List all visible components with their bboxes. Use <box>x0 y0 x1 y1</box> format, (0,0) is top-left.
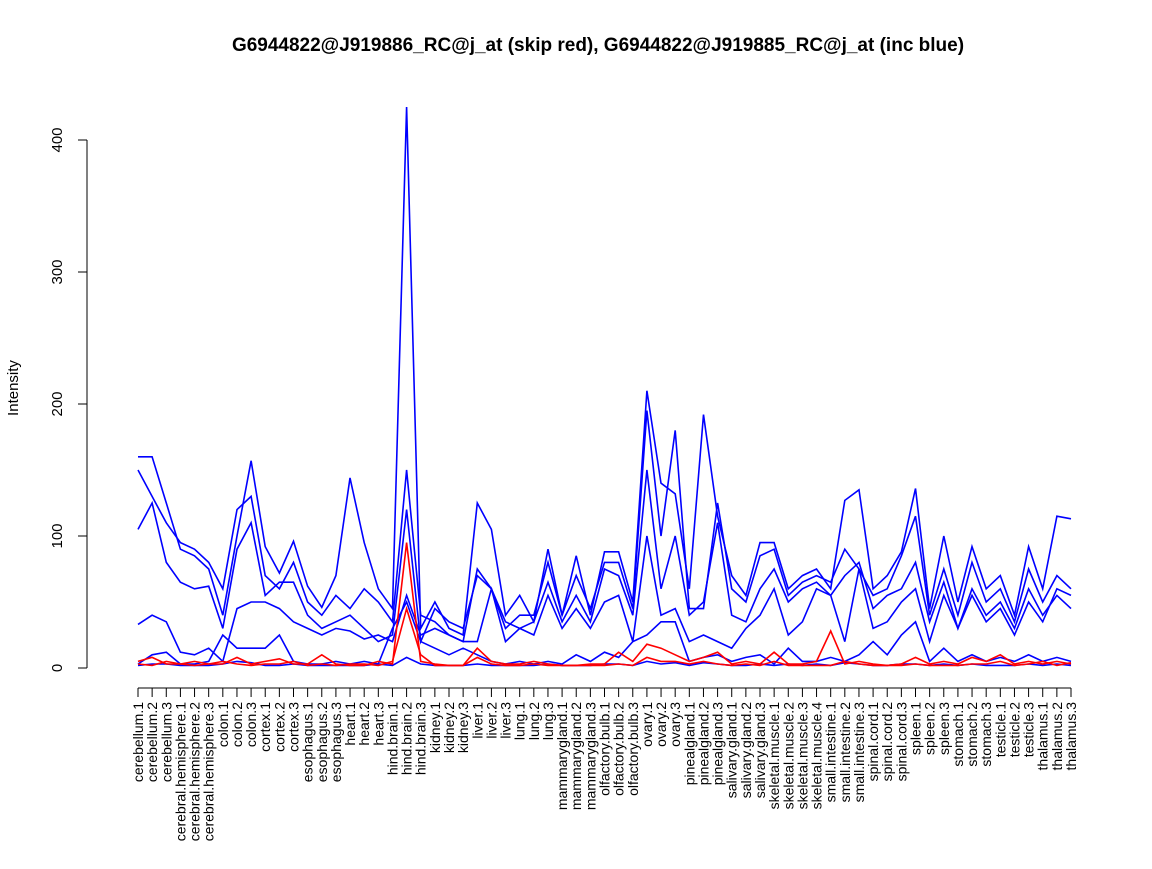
x-tick-label: ovary.2 <box>653 702 669 747</box>
series-line-skip-2 <box>137 605 1072 667</box>
x-tick-label: stomach.1 <box>950 702 966 767</box>
x-tick-label: ovary.3 <box>667 702 683 747</box>
x-tick-label: liver.1 <box>469 702 485 739</box>
x-tick-label: stomach.2 <box>964 702 980 767</box>
x-tick-label: spinal.cord.3 <box>893 702 909 782</box>
x-tick-label: colon.2 <box>229 702 245 747</box>
series-line-inc-2 <box>137 410 1072 643</box>
x-tick-label: hind.brain.3 <box>413 702 429 775</box>
x-tick-label: cerebellum.3 <box>158 702 174 782</box>
x-tick-label: olfactory.bulb.1 <box>597 702 613 796</box>
x-tick-label: small.intestine.1 <box>823 702 839 803</box>
x-tick-label: cerebellum.2 <box>144 702 160 782</box>
x-tick-label: spleen.3 <box>936 702 952 755</box>
x-tick-label: small.intestine.3 <box>851 702 867 803</box>
x-tick-label: salivary.gland.3 <box>752 702 768 798</box>
x-tick-label: mammarygland.2 <box>568 702 584 810</box>
x-tick-label: olfactory.bulb.3 <box>625 702 641 796</box>
x-tick-label: salivary.gland.2 <box>738 702 754 798</box>
x-tick-label: lung.1 <box>512 702 528 740</box>
x-tick-label: skeletal.muscle.2 <box>780 702 796 810</box>
x-tick-label: pinealgland.2 <box>695 702 711 786</box>
x-tick-label: heart.2 <box>356 702 372 746</box>
series-line-skip-1 <box>137 542 1072 667</box>
x-tick-label: kidney.2 <box>441 702 457 753</box>
y-tick-label: 100 <box>49 523 66 548</box>
x-tick-label: kidney.1 <box>427 702 443 753</box>
series-line-inc-3 <box>137 469 1072 645</box>
x-tick-label: spleen.1 <box>908 702 924 755</box>
x-axis: cerebellum.1cerebellum.2cerebellum.3cere… <box>130 687 1079 842</box>
x-tick-label: olfactory.bulb.2 <box>611 702 627 796</box>
x-tick-label: hind.brain.2 <box>399 702 415 775</box>
x-tick-label: thalamus.3 <box>1063 702 1079 771</box>
x-tick-label: liver.2 <box>483 702 499 739</box>
x-tick-label: cortex.1 <box>257 702 273 752</box>
x-tick-label: spinal.cord.2 <box>879 702 895 782</box>
x-tick-label: mammarygland.1 <box>554 702 570 810</box>
x-tick-label: spinal.cord.1 <box>865 702 881 782</box>
y-tick-label: 0 <box>49 664 66 672</box>
x-tick-label: skeletal.muscle.3 <box>794 702 810 810</box>
y-axis-label: Intensity <box>5 360 22 416</box>
x-tick-label: pinealgland.1 <box>681 702 697 786</box>
x-tick-label: kidney.3 <box>455 702 471 753</box>
x-tick-label: thalamus.1 <box>1035 702 1051 771</box>
x-tick-label: heart.1 <box>342 702 358 746</box>
x-tick-label: mammarygland.3 <box>582 702 598 810</box>
x-tick-label: lung.3 <box>540 702 556 740</box>
x-tick-label: cortex.3 <box>286 702 302 752</box>
y-tick-label: 200 <box>49 391 66 416</box>
x-tick-label: lung.2 <box>526 702 542 740</box>
x-tick-label: heart.3 <box>370 702 386 746</box>
x-tick-label: cerebellum.1 <box>130 702 146 782</box>
x-tick-label: cerebral.hemisphere.1 <box>172 702 188 842</box>
x-tick-label: cerebral.hemisphere.3 <box>201 702 217 842</box>
x-tick-label: cerebral.hemisphere.2 <box>187 702 203 842</box>
x-tick-label: hind.brain.1 <box>384 702 400 775</box>
series-lines <box>137 106 1072 667</box>
x-tick-label: esophagus.1 <box>300 702 316 782</box>
y-tick-label: 400 <box>49 127 66 152</box>
x-tick-label: stomach.3 <box>978 702 994 767</box>
x-tick-label: liver.3 <box>498 702 514 739</box>
x-tick-label: esophagus.3 <box>328 702 344 782</box>
x-tick-label: cortex.2 <box>271 702 287 752</box>
x-tick-label: testicle.3 <box>1021 702 1037 757</box>
x-tick-label: small.intestine.2 <box>837 702 853 803</box>
x-tick-label: skeletal.muscle.4 <box>809 702 825 810</box>
x-tick-label: testicle.1 <box>992 702 1008 757</box>
x-tick-label: thalamus.2 <box>1049 702 1065 771</box>
x-tick-label: colon.1 <box>215 702 231 747</box>
y-axis: 0 100 200 300 400 <box>49 127 88 672</box>
chart-title: G6944822@J919886_RC@j_at (skip red), G69… <box>232 35 964 56</box>
x-tick-label: spleen.2 <box>922 702 938 755</box>
x-tick-label: pinealgland.3 <box>710 702 726 786</box>
x-tick-label: esophagus.2 <box>314 702 330 782</box>
series-line-inc-4 <box>137 535 1072 663</box>
x-tick-label: ovary.1 <box>639 702 655 747</box>
x-tick-label: salivary.gland.1 <box>724 702 740 798</box>
y-tick-label: 300 <box>49 259 66 284</box>
x-tick-label: skeletal.muscle.1 <box>766 702 782 810</box>
series-line-inc-1 <box>138 106 1072 637</box>
x-tick-label: colon.3 <box>243 702 259 747</box>
x-tick-label: testicle.2 <box>1006 702 1022 757</box>
